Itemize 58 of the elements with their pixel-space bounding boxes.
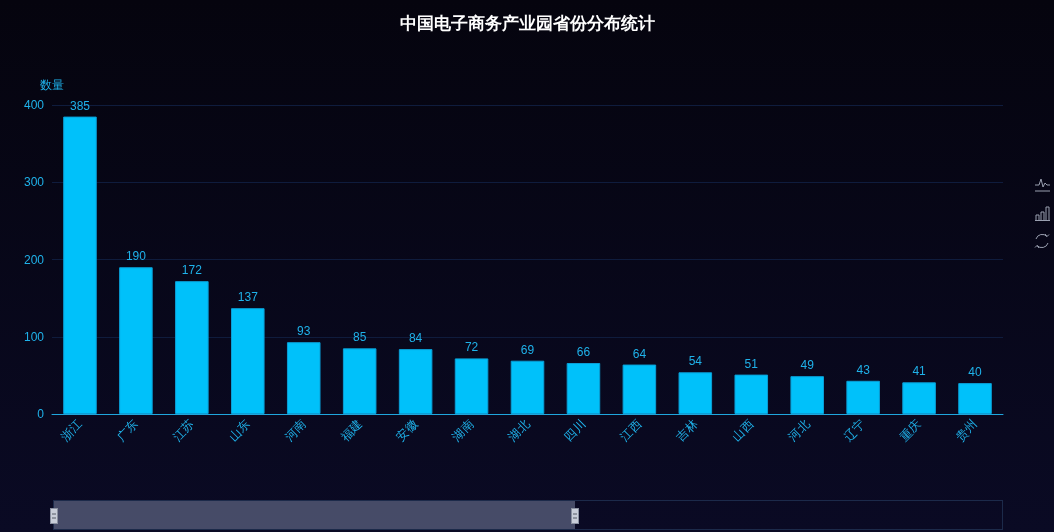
- y-tick-label: 0: [37, 407, 45, 421]
- y-tick-label: 100: [23, 329, 45, 344]
- x-tick-label: 重庆: [897, 417, 925, 444]
- bar: [902, 382, 936, 414]
- x-tick-label: 吉林: [673, 417, 701, 444]
- x-tick-label: 山西: [729, 417, 757, 444]
- bar: [286, 342, 321, 414]
- y-tick-label: 300: [23, 175, 45, 190]
- bar: [175, 281, 209, 414]
- data-label: 172: [181, 263, 203, 278]
- data-label: 49: [800, 358, 815, 373]
- x-tick-label: 贵州: [953, 417, 980, 444]
- y-axis-title: 数量: [40, 78, 64, 92]
- x-tick-label: 安徽: [393, 417, 421, 444]
- data-label: 64: [632, 346, 647, 361]
- bar: [622, 364, 657, 414]
- x-tick-label: 福建: [337, 417, 365, 444]
- data-label: 190: [125, 249, 147, 264]
- bar: [678, 372, 713, 414]
- bar: [63, 116, 97, 414]
- x-tick-label: 湖北: [505, 417, 533, 444]
- data-label: 137: [237, 290, 259, 305]
- bar: [510, 360, 545, 414]
- chart-title: 中国电子商务产业园省份分布统计: [399, 12, 655, 33]
- data-label: 40: [968, 365, 983, 380]
- bar: [790, 376, 824, 414]
- x-tick-label: 山东: [225, 417, 253, 444]
- bar: [454, 358, 489, 414]
- data-label: 69: [520, 342, 535, 357]
- x-tick-label: 河南: [281, 417, 309, 444]
- x-tick-label: 浙江: [58, 417, 85, 444]
- data-label: 66: [576, 345, 591, 360]
- x-tick-label: 河北: [785, 417, 813, 444]
- data-label: 85: [353, 330, 367, 345]
- data-label: 41: [912, 364, 927, 379]
- x-tick-label: 四川: [561, 417, 589, 444]
- y-tick-label: 400: [23, 98, 45, 112]
- x-tick-label: 辽宁: [841, 417, 869, 444]
- data-label: 72: [464, 340, 479, 355]
- y-tick-label: 200: [23, 252, 45, 267]
- bar: [958, 383, 992, 414]
- x-tick-label: 江西: [617, 417, 645, 444]
- data-label: 385: [69, 98, 91, 113]
- data-label: 84: [408, 331, 423, 346]
- x-tick-label: 江苏: [169, 417, 197, 444]
- bar: [846, 380, 880, 414]
- data-label: 51: [744, 356, 759, 371]
- bar: [119, 267, 153, 414]
- data-label: 93: [297, 324, 311, 339]
- x-tick-label: 湖南: [449, 417, 477, 444]
- bar: [398, 349, 433, 414]
- bar: [231, 308, 265, 414]
- bar: [734, 374, 769, 414]
- x-tick-label: 广东: [113, 417, 141, 444]
- bar: [342, 348, 377, 414]
- bar: [566, 363, 601, 414]
- data-label: 43: [856, 362, 871, 377]
- data-label: 54: [688, 354, 703, 369]
